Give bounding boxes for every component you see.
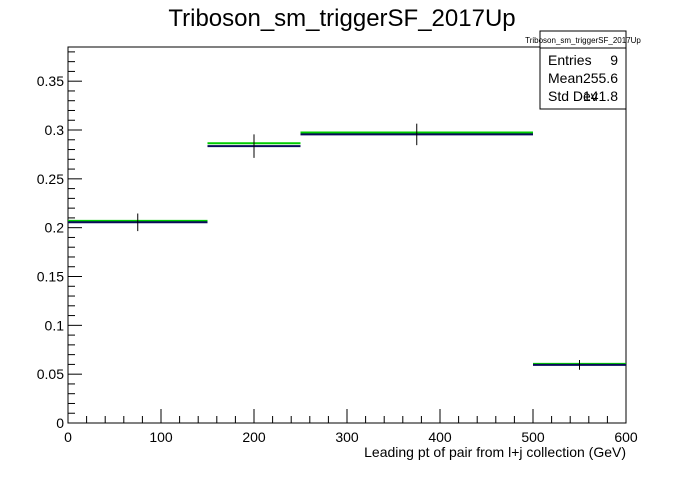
x-tick-label: 300 (335, 429, 359, 445)
histogram-bin (207, 134, 301, 158)
x-tick-label: 0 (64, 429, 72, 445)
x-tick-label: 400 (428, 429, 452, 445)
y-tick-label: 0.1 (45, 317, 65, 333)
x-axis-label: Leading pt of pair from l+j collection (… (364, 444, 626, 460)
stats-stddev-value: 141.8 (583, 88, 618, 104)
x-tick-label: 600 (614, 429, 638, 445)
x-tick-label: 500 (521, 429, 545, 445)
y-tick-label: 0.05 (37, 366, 64, 382)
x-tick-label: 100 (149, 429, 173, 445)
stats-entries-value: 9 (610, 52, 618, 68)
x-tick-label: 200 (242, 429, 266, 445)
stats-mean-label: Mean (548, 70, 583, 86)
y-tick-label: 0.35 (37, 73, 64, 89)
y-axis: 0 0.05 0.1 0.15 0.2 0.25 0.3 0.35 (37, 51, 82, 431)
histogram-bins (68, 123, 626, 370)
stats-box-title: Triboson_sm_triggerSF_2017Up (525, 36, 641, 45)
stats-mean-value: 255.6 (583, 70, 618, 86)
chart-title: Triboson_sm_triggerSF_2017Up (168, 5, 515, 32)
stats-stddev-label: Std Dev (548, 88, 598, 104)
stats-box: Triboson_sm_triggerSF_2017Up Entries 9 M… (525, 30, 641, 110)
y-tick-label: 0.2 (45, 220, 65, 236)
y-tick-label: 0.15 (37, 269, 64, 285)
histogram-bin (68, 213, 208, 232)
histogram-bin (300, 123, 533, 146)
stats-entries-label: Entries (548, 52, 592, 68)
x-axis: 0 100 200 300 400 500 600 (64, 409, 638, 445)
y-tick-label: 0 (56, 415, 64, 431)
y-tick-label: 0.25 (37, 171, 64, 187)
stats-box-frame (539, 30, 627, 110)
histogram-bin (533, 360, 626, 370)
y-tick-label: 0.3 (45, 122, 65, 138)
